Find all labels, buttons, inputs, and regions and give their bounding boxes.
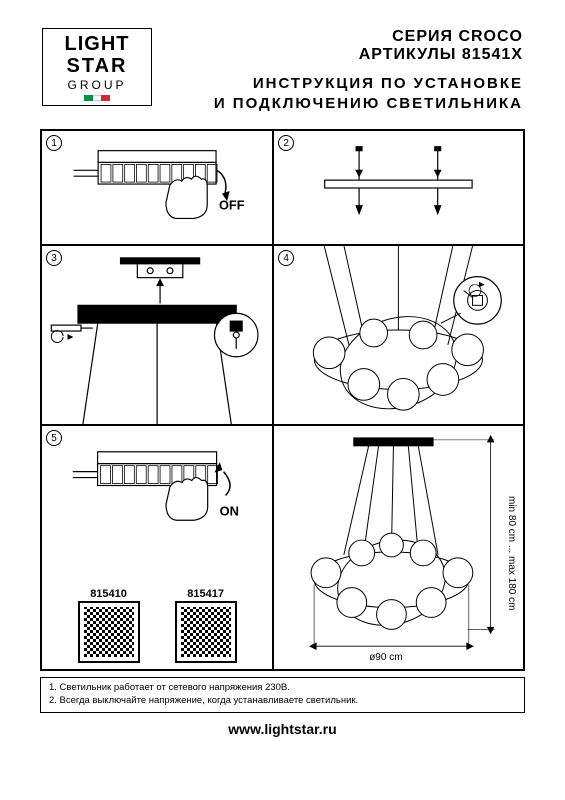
brand-logo: LIGHT STAR GROUP bbox=[42, 28, 152, 106]
step-1-diagram: OFF bbox=[42, 131, 272, 244]
qr-label: 815410 bbox=[80, 588, 138, 600]
italy-flag-icon bbox=[84, 95, 110, 101]
note-1: 1. Светильник работает от сетевого напря… bbox=[49, 682, 516, 695]
qr-item: 815410 bbox=[80, 588, 138, 661]
height-label: min 80 cm ... max 180 cm bbox=[506, 496, 517, 610]
header: LIGHT STAR GROUP СЕРИЯ CROCO АРТИКУЛЫ 81… bbox=[30, 20, 535, 123]
step-4-diagram bbox=[274, 246, 523, 424]
qr-item: 815417 bbox=[177, 588, 235, 661]
website-url: www.lightstar.ru bbox=[30, 721, 535, 737]
safety-notes: 1. Светильник работает от сетевого напря… bbox=[40, 677, 525, 713]
instruction-sheet: LIGHT STAR GROUP СЕРИЯ CROCO АРТИКУЛЫ 81… bbox=[30, 20, 535, 780]
logo-line-2: STAR bbox=[67, 56, 128, 76]
articles-label: АРТИКУЛЫ 81541X bbox=[214, 46, 523, 64]
svg-text:ON: ON bbox=[220, 503, 239, 518]
qr-code-icon bbox=[80, 603, 138, 661]
step-number: 3 bbox=[46, 250, 62, 266]
instruction-title: ИНСТРУКЦИЯ ПО УСТАНОВКЕ И ПОДКЛЮЧЕНИЮ СВ… bbox=[214, 74, 523, 113]
diameter-label: ø90 cm bbox=[369, 652, 402, 663]
step-4: 4 bbox=[273, 245, 524, 425]
step-1: 1 bbox=[41, 130, 273, 245]
step-2: 2 bbox=[273, 130, 524, 245]
step-dimensions: min 80 cm ... max 180 cm ø90 cm bbox=[273, 425, 524, 670]
step-2-diagram bbox=[274, 131, 523, 244]
step-3-diagram bbox=[42, 246, 272, 424]
note-2: 2. Всегда выключайте напряжение, когда у… bbox=[49, 695, 516, 708]
step-5: 5 O bbox=[41, 425, 273, 670]
qr-codes: 815410 815417 bbox=[42, 588, 272, 661]
qr-code-icon bbox=[177, 603, 235, 661]
step-3: 3 bbox=[41, 245, 273, 425]
step-number: 5 bbox=[46, 430, 62, 446]
qr-label: 815417 bbox=[177, 588, 235, 600]
series-label: СЕРИЯ CROCO bbox=[214, 28, 523, 46]
svg-text:OFF: OFF bbox=[219, 198, 245, 213]
dimensions-diagram bbox=[274, 426, 523, 669]
steps-grid: 1 bbox=[40, 129, 525, 671]
logo-line-1: LIGHT bbox=[65, 34, 130, 54]
step-number: 1 bbox=[46, 135, 62, 151]
logo-line-3: GROUP bbox=[67, 79, 126, 91]
title-block: СЕРИЯ CROCO АРТИКУЛЫ 81541X ИНСТРУКЦИЯ П… bbox=[214, 28, 523, 113]
